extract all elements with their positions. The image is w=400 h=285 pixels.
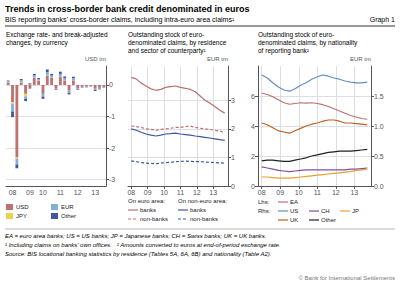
svg-text:13: 13 — [350, 189, 358, 196]
svg-text:-3: -3 — [109, 176, 115, 183]
svg-text:0: 0 — [231, 183, 235, 190]
svg-text:10: 10 — [160, 189, 168, 196]
svg-text:Other: Other — [321, 217, 336, 223]
svg-text:changes, by currency: changes, by currency — [6, 39, 69, 47]
svg-text:Rhs:: Rhs: — [258, 208, 271, 214]
svg-text:09: 09 — [26, 189, 34, 196]
svg-text:13: 13 — [209, 189, 217, 196]
svg-text:Graph 1: Graph 1 — [370, 16, 395, 24]
svg-text:10: 10 — [39, 189, 47, 196]
svg-text:¹ Including claims on banks’ o: ¹ Including claims on banks’ own offices… — [5, 242, 281, 248]
svg-text:0.5: 0.5 — [374, 153, 384, 160]
svg-text:Other: Other — [61, 213, 76, 219]
svg-text:UK: UK — [290, 217, 298, 223]
svg-text:2: 2 — [251, 153, 255, 160]
svg-text:12: 12 — [74, 189, 82, 196]
svg-text:11: 11 — [314, 189, 321, 196]
svg-text:2: 2 — [231, 125, 235, 132]
svg-text:-1: -1 — [109, 113, 115, 120]
svg-text:1: 1 — [231, 154, 235, 161]
svg-text:08: 08 — [127, 189, 135, 196]
svg-text:EUR tm: EUR tm — [350, 56, 371, 62]
svg-text:1.0: 1.0 — [374, 123, 384, 130]
svg-text:© Bank for International Settl: © Bank for International Settlements — [299, 275, 395, 281]
svg-text:10: 10 — [295, 189, 303, 196]
svg-text:0.0: 0.0 — [374, 183, 384, 190]
svg-text:EUR: EUR — [61, 204, 74, 210]
svg-text:12: 12 — [193, 189, 201, 196]
svg-text:BIS reporting banks’ cross-bor: BIS reporting banks’ cross-border claims… — [5, 16, 235, 24]
svg-text:Source: BIS locational banking: Source: BIS locational banking statistic… — [5, 251, 271, 257]
svg-text:08: 08 — [258, 189, 266, 196]
svg-text:and sector of counterparty¹: and sector of counterparty¹ — [128, 47, 207, 55]
svg-text:Outstanding stock of euro-: Outstanding stock of euro- — [128, 31, 204, 39]
svg-text:US: US — [290, 208, 298, 214]
svg-text:6: 6 — [251, 93, 255, 100]
svg-text:EA: EA — [290, 199, 298, 205]
svg-text:0: 0 — [109, 81, 113, 88]
svg-text:On euro area:: On euro area: — [128, 198, 165, 204]
svg-text:Outstanding stock of euro-: Outstanding stock of euro- — [258, 31, 334, 39]
svg-text:1.5: 1.5 — [374, 93, 384, 100]
svg-text:Exchange rate- and break-adjus: Exchange rate- and break-adjusted — [6, 31, 108, 39]
svg-text:EA = euro area banks; US = US: EA = euro area banks; US = US banks; JP … — [5, 233, 267, 239]
svg-text:JPY: JPY — [16, 213, 27, 219]
svg-text:of reporting bank²: of reporting bank² — [258, 47, 310, 55]
svg-text:USD tm: USD tm — [85, 56, 106, 62]
svg-text:non-banks: non-banks — [190, 216, 218, 222]
svg-text:09: 09 — [276, 189, 284, 196]
svg-text:Lhs:: Lhs: — [258, 199, 270, 205]
svg-text:08: 08 — [9, 189, 17, 196]
svg-text:13: 13 — [91, 189, 99, 196]
svg-text:Trends in cross-border bank cr: Trends in cross-border bank credit denom… — [5, 4, 250, 14]
svg-text:banks: banks — [190, 207, 206, 213]
svg-text:JP: JP — [352, 208, 359, 214]
svg-text:12: 12 — [332, 189, 340, 196]
svg-text:CH: CH — [321, 208, 330, 214]
svg-text:11: 11 — [177, 189, 184, 196]
svg-text:09: 09 — [144, 189, 152, 196]
svg-text:0: 0 — [251, 183, 255, 190]
svg-text:On non-euro area:: On non-euro area: — [178, 198, 227, 204]
svg-text:USD: USD — [16, 204, 29, 210]
svg-text:denominated claims, by residen: denominated claims, by residence — [128, 39, 227, 47]
svg-text:4: 4 — [251, 123, 255, 130]
svg-text:banks: banks — [140, 207, 156, 213]
svg-text:3: 3 — [231, 97, 235, 104]
svg-text:non-banks: non-banks — [140, 216, 168, 222]
svg-text:-2: -2 — [109, 145, 115, 152]
svg-text:denominated claims, by nationa: denominated claims, by nationality — [258, 39, 358, 47]
svg-text:EUR tm: EUR tm — [207, 56, 228, 62]
svg-text:11: 11 — [57, 189, 64, 196]
